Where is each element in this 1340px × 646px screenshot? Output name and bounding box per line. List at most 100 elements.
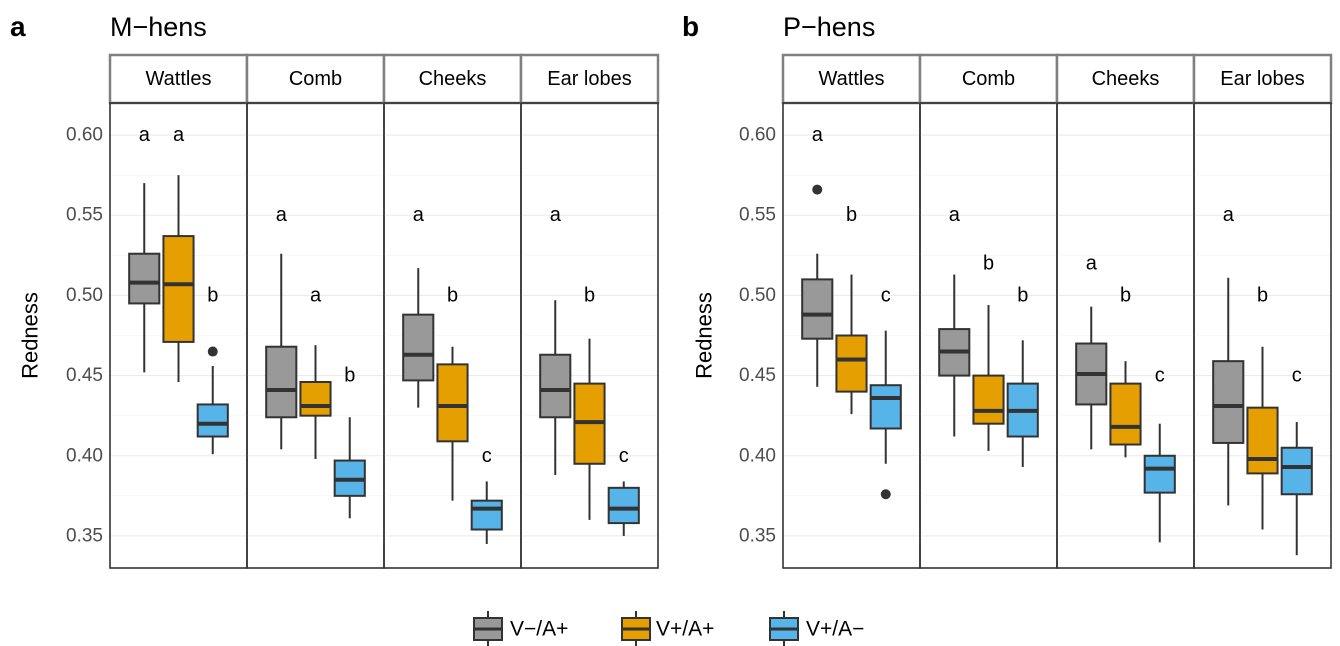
box (402, 313, 435, 382)
facet-border (520, 102, 659, 569)
box-group: b (972, 252, 1005, 451)
strip-box (108, 53, 249, 105)
panel-title: P−hens (783, 12, 875, 42)
strip-comb: Comb (245, 53, 386, 105)
significance-letter: a (139, 124, 151, 146)
strip-label: Cheeks (419, 68, 487, 90)
significance-letter: c (1155, 365, 1165, 387)
box (265, 345, 298, 419)
facet-wattles: Wattles a a b (108, 53, 249, 569)
strip-label: Comb (289, 68, 342, 90)
legend: V−/A+ V+/A+ V+/A− (473, 611, 864, 646)
significance-letter: a (1223, 204, 1235, 226)
significance-letter: c (881, 284, 891, 306)
y-tick-label: 0.50 (739, 285, 776, 306)
significance-letter: b (344, 365, 355, 387)
box (972, 374, 1005, 425)
significance-letter: a (276, 204, 288, 226)
significance-letter: b (983, 252, 994, 274)
facet-comb: Comb a a b (245, 53, 386, 569)
y-tick-label: 0.55 (66, 205, 103, 226)
box (299, 381, 332, 417)
box-group: b (1109, 284, 1142, 458)
significance-letter: a (310, 284, 322, 306)
strip-label: Wattles (819, 68, 885, 90)
box (835, 334, 868, 393)
y-axis-label: Redness (692, 292, 717, 379)
y-tick-label: 0.60 (739, 125, 776, 146)
box (1143, 454, 1176, 494)
box (539, 353, 572, 419)
legend-item: V+/A− (769, 611, 864, 646)
strip-label: Cheeks (1092, 68, 1160, 90)
box (869, 384, 902, 430)
strip-label: Comb (962, 68, 1015, 90)
y-tick-label: 0.45 (739, 365, 776, 386)
box-group: b (333, 365, 366, 519)
legend-item: V+/A+ (621, 611, 714, 646)
strip-box (781, 53, 922, 105)
box (470, 499, 503, 531)
box-group: b (196, 284, 229, 455)
box-group: c (1143, 365, 1176, 543)
strip-box (519, 53, 660, 105)
strip-cheeks: Cheeks (382, 53, 523, 105)
significance-letter: c (1292, 365, 1302, 387)
strip-label: Ear lobes (1220, 68, 1305, 90)
outlier-point (207, 346, 218, 357)
y-tick-label: 0.60 (66, 125, 103, 146)
significance-letter: a (949, 204, 961, 226)
facet-comb: Comb a b b (918, 53, 1059, 569)
box-group: a (265, 204, 298, 450)
significance-letter: b (1120, 284, 1131, 306)
significance-letter: a (413, 204, 425, 226)
significance-letter: a (173, 124, 185, 146)
facet-cheeks: Cheeks a b c (382, 53, 523, 569)
y-tick-label: 0.45 (66, 365, 103, 386)
panel-b: b P−hensRedness0.350.400.450.500.550.60Wa… (682, 11, 1333, 569)
box-group: a (299, 284, 332, 459)
significance-letter: b (584, 284, 595, 306)
box (801, 278, 834, 340)
y-tick-label: 0.40 (66, 445, 103, 466)
box-group: c (607, 445, 640, 536)
box-group: c (470, 445, 503, 544)
box-group: a (402, 204, 435, 408)
strip-cheeks: Cheeks (1055, 53, 1196, 105)
box-group: a (539, 204, 572, 475)
box-group: b (573, 284, 606, 520)
box (1246, 406, 1279, 475)
significance-letter: b (447, 284, 458, 306)
panel-label: a (10, 11, 26, 42)
panel-label: b (682, 11, 699, 42)
box-group: b (835, 204, 868, 415)
significance-letter: c (619, 445, 629, 467)
strip-ear-lobes: Ear lobes (1192, 53, 1333, 105)
strip-ear-lobes: Ear lobes (519, 53, 660, 105)
significance-letter: a (1086, 252, 1098, 274)
y-tick-label: 0.35 (66, 525, 103, 546)
significance-letter: b (1017, 284, 1028, 306)
box-group: a (1212, 204, 1245, 506)
y-tick-label: 0.40 (739, 445, 776, 466)
facet-cheeks: Cheeks ab c (1055, 53, 1196, 569)
strip-box (1055, 53, 1196, 105)
legend-label: V+/A+ (656, 618, 714, 641)
box-group: a (1075, 252, 1108, 450)
facet-ear-lobes: Ear lobes a b c (519, 53, 660, 569)
legend-label: V−/A+ (510, 618, 568, 641)
panel-a: a M−hensRedness0.350.400.450.500.550.60Wa… (10, 11, 660, 569)
legend-label: V+/A− (806, 618, 864, 641)
significance-letter: b (207, 284, 218, 306)
significance-letter: a (550, 204, 562, 226)
box-group: c (869, 284, 902, 500)
outlier-point (812, 184, 823, 195)
y-axis-label: Redness (18, 292, 43, 379)
strip-wattles: Wattles (108, 53, 249, 105)
box (436, 363, 469, 443)
y-tick-label: 0.55 (739, 205, 776, 226)
box-group: a (162, 124, 195, 382)
box-group: b (1246, 284, 1279, 530)
box-group: a (938, 204, 971, 437)
box (1109, 382, 1142, 446)
